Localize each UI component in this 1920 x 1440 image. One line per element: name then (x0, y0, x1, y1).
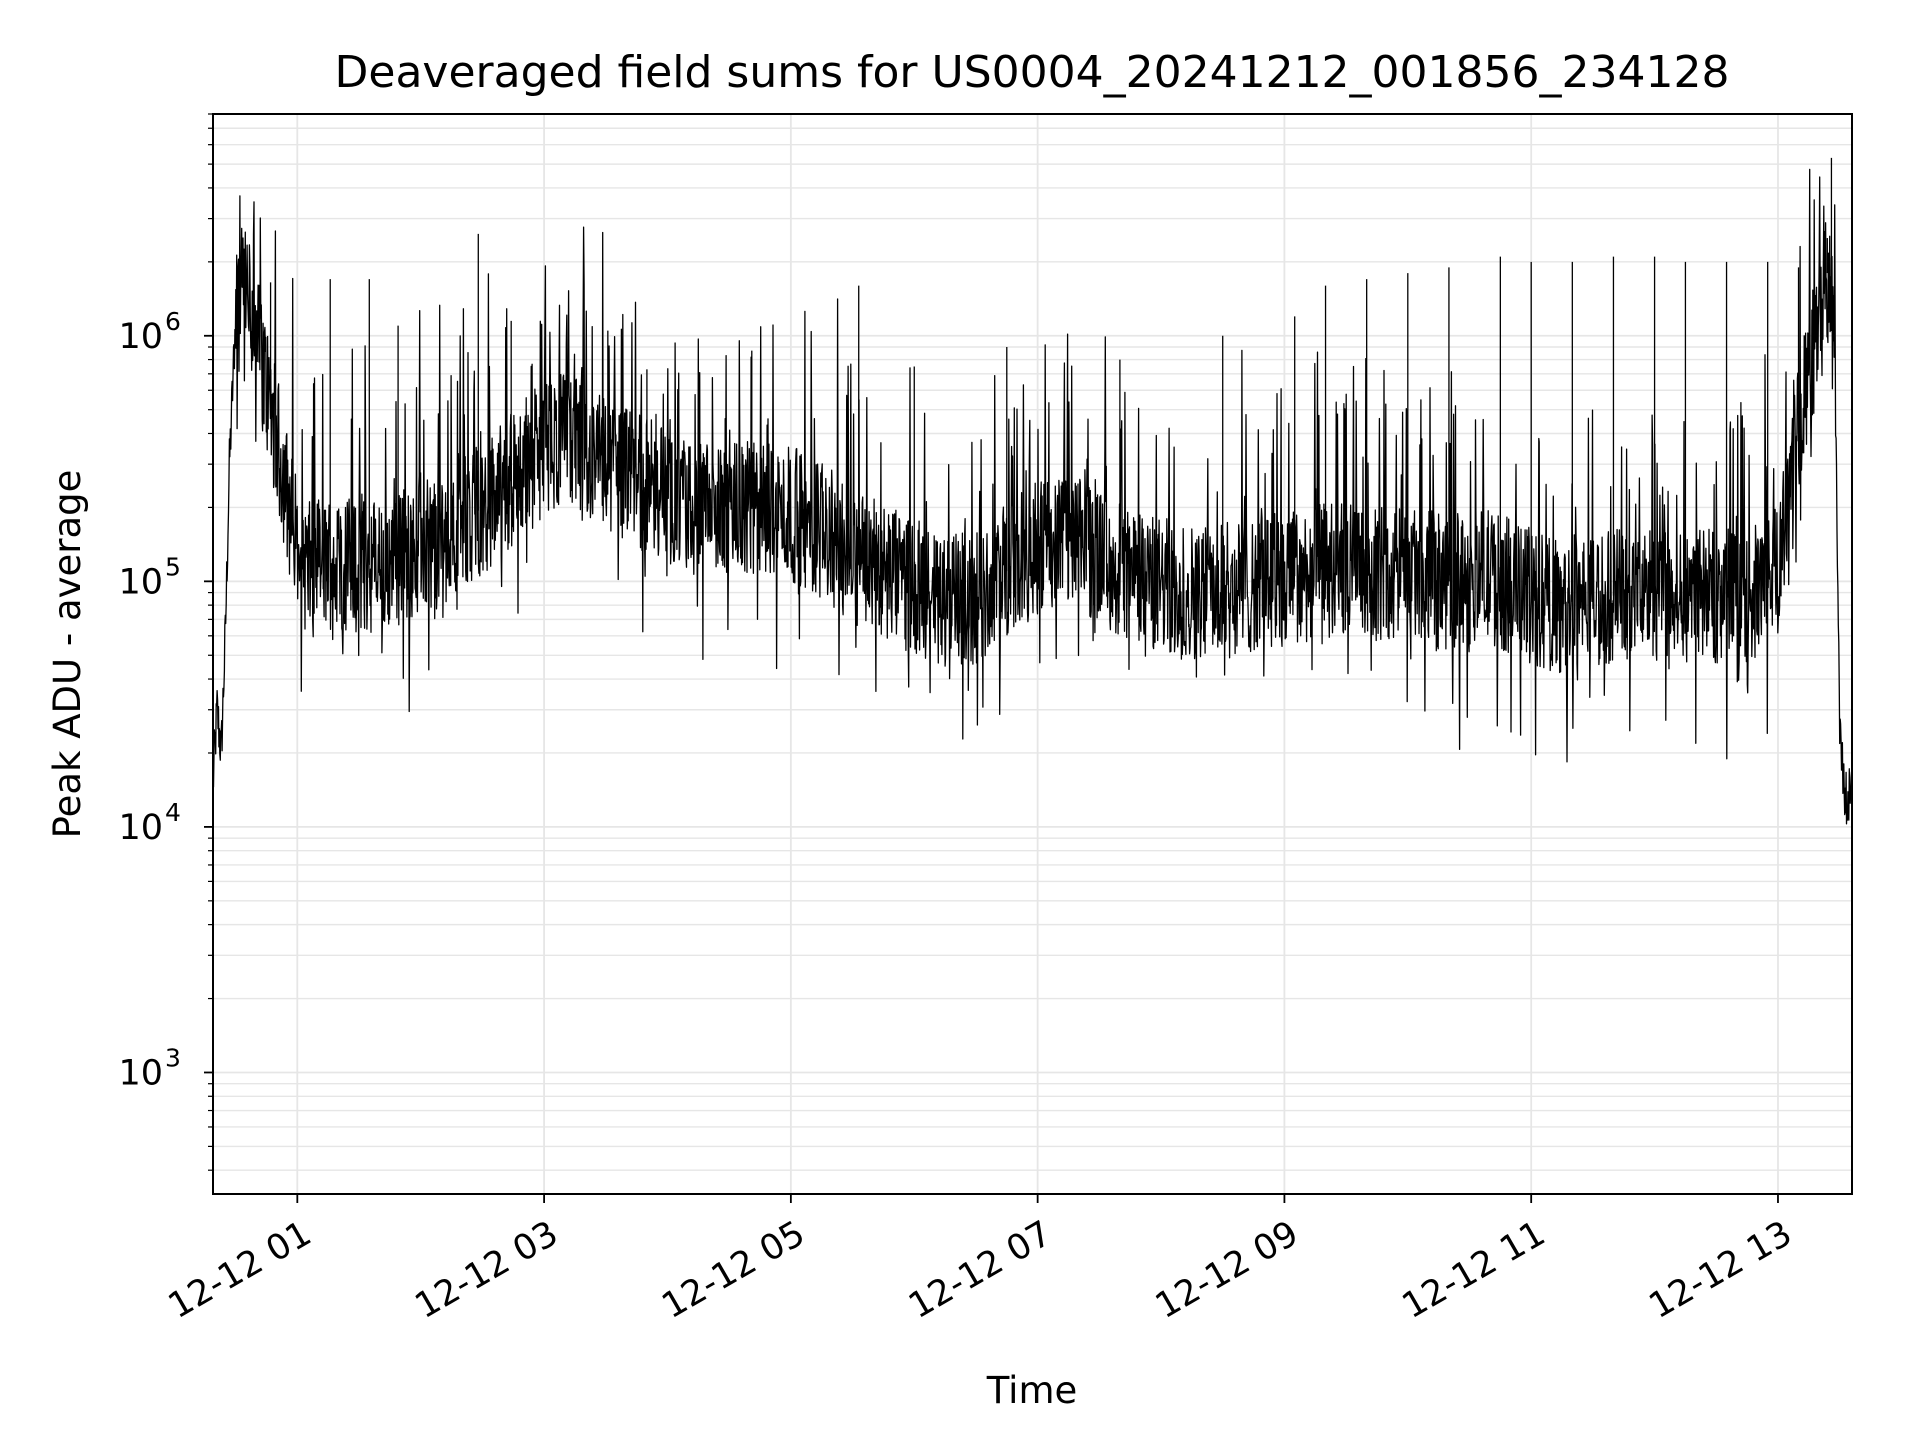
grid (213, 113, 1852, 1194)
chart-title: Deaveraged field sums for US0004_2024121… (335, 47, 1730, 98)
x-axis-label: Time (986, 1369, 1078, 1412)
y-tick-label-exponent: 3 (165, 1043, 181, 1072)
y-tick-label: 10 (118, 317, 163, 357)
y-tick-label-exponent: 6 (165, 307, 181, 336)
y-tick-label: 10 (118, 562, 163, 602)
y-tick-label-exponent: 4 (165, 798, 181, 827)
series-line (212, 168, 1853, 825)
data-layer (212, 157, 1853, 825)
y-tick-label: 10 (118, 1053, 163, 1093)
plot-frame (212, 113, 1853, 1195)
y-axis-label: Peak ADU - average (46, 470, 89, 839)
y-tick-label-exponent: 5 (165, 552, 181, 581)
y-tick-label: 10 (118, 808, 163, 848)
